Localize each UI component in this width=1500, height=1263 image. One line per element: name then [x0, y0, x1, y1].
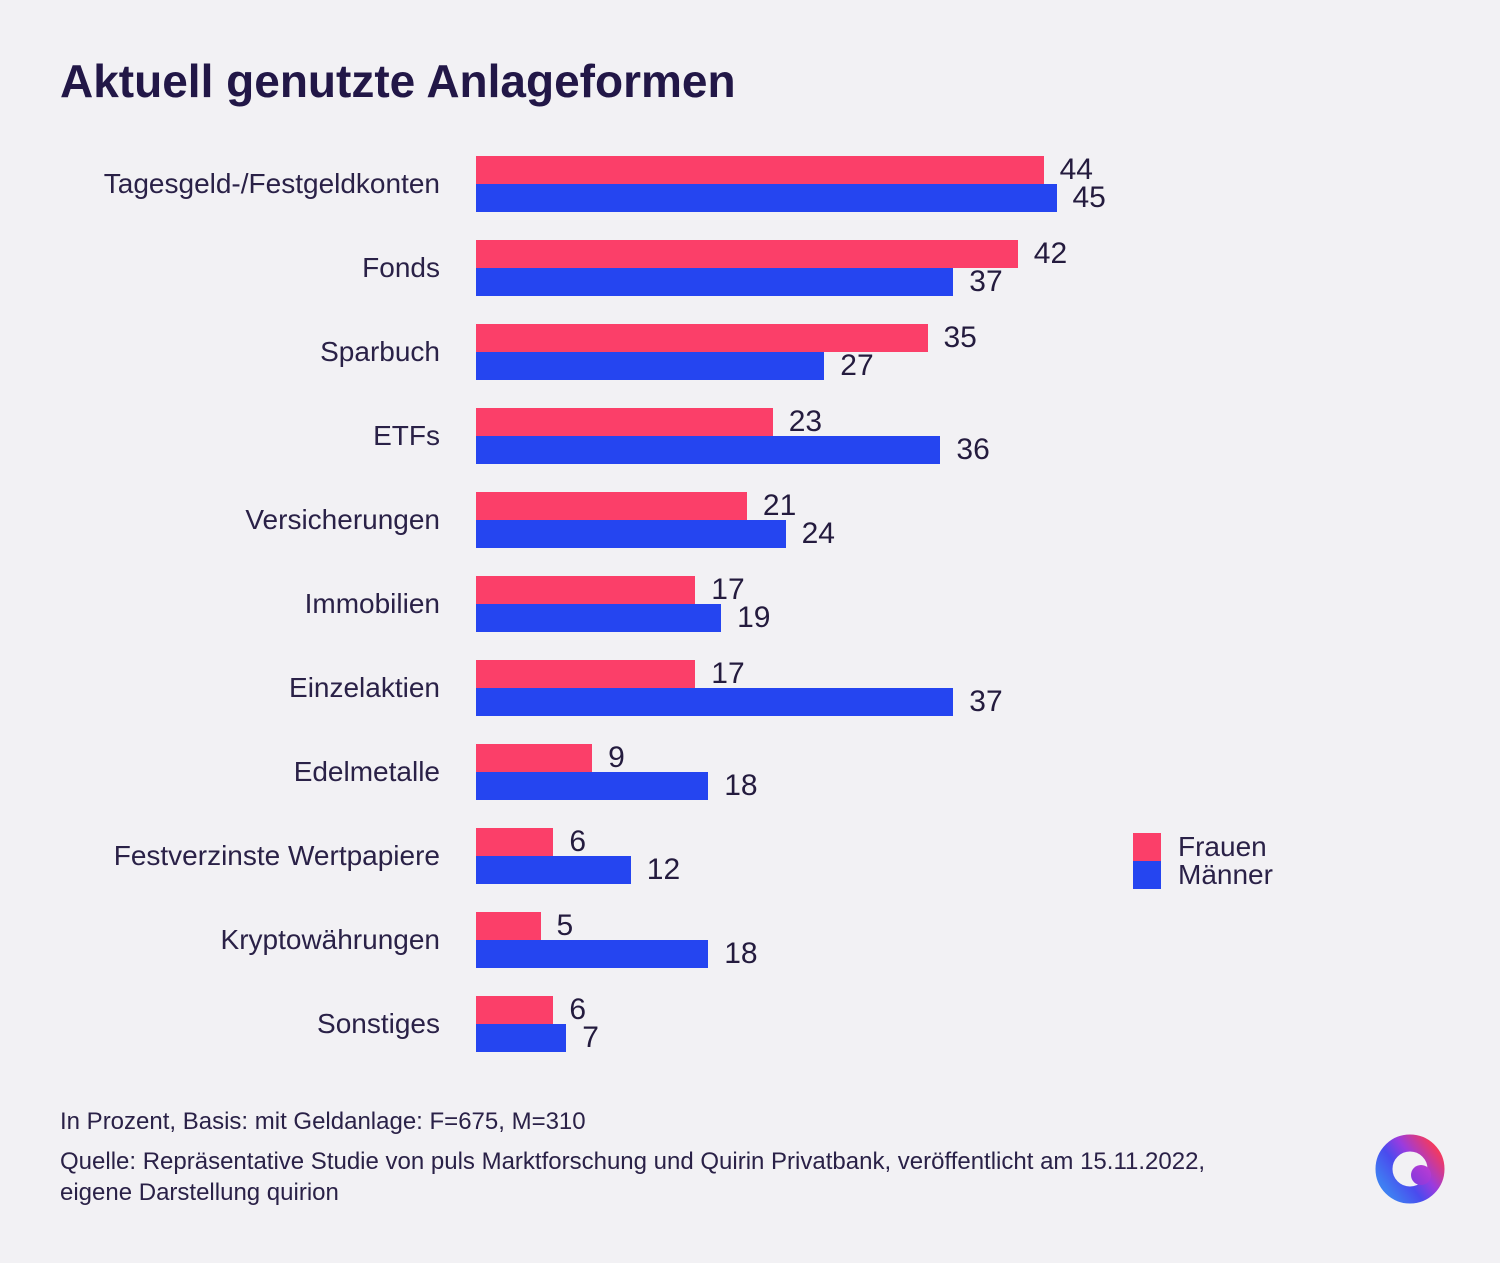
- bar-maenner: [476, 184, 1057, 212]
- source-line-2: eigene Darstellung quirion: [60, 1179, 339, 1206]
- bar-frauen: [476, 744, 593, 772]
- value-label-maenner: 7: [582, 1021, 599, 1054]
- chart-row: Sparbuch 35 27: [60, 321, 1106, 382]
- bar-maenner: [476, 772, 709, 800]
- chart-row: Immobilien 17 19: [60, 573, 1106, 634]
- page-title: Aktuell genutzte Anlageformen: [60, 55, 736, 107]
- value-label-frauen: 42: [1033, 237, 1068, 270]
- category-label: Fonds: [362, 252, 440, 283]
- legend: Frauen Männer: [1133, 833, 1273, 889]
- value-label-frauen: 35: [943, 321, 977, 354]
- category-label: Einzelaktien: [289, 672, 440, 703]
- category-label: Edelmetalle: [293, 756, 440, 787]
- category-label: Festverzinste Wertpapiere: [113, 840, 440, 871]
- legend-label-frauen: Frauen: [1178, 831, 1267, 862]
- category-label: Immobilien: [304, 588, 440, 619]
- chart-row: Edelmetalle 9 18: [60, 741, 1106, 802]
- chart-row: Sonstiges 6 7: [60, 993, 1106, 1054]
- value-label-maenner: 12: [646, 853, 681, 886]
- chart-row: Festverzinste Wertpapiere 6 12: [60, 825, 1106, 886]
- bar-maenner: [476, 604, 722, 632]
- bar-maenner: [476, 268, 954, 296]
- value-label-maenner: 27: [840, 349, 874, 382]
- source-note: Quelle: Repräsentative Studie von puls M…: [60, 1146, 1205, 1208]
- bar-frauen: [476, 576, 696, 604]
- value-label-frauen: 6: [569, 825, 587, 858]
- value-label-maenner: 18: [724, 769, 758, 802]
- value-label-maenner: 18: [724, 937, 758, 970]
- bar-maenner: [476, 436, 941, 464]
- source-line-1: Quelle: Repräsentative Studie von puls M…: [60, 1148, 1206, 1175]
- category-label: Sonstiges: [317, 1008, 440, 1039]
- value-label-maenner: 36: [956, 433, 990, 466]
- value-label-frauen: 6: [569, 993, 587, 1026]
- value-label-frauen: 21: [762, 489, 797, 522]
- value-label-frauen: 44: [1059, 153, 1093, 186]
- legend-item-frauen: Frauen: [1133, 833, 1273, 861]
- maenner-swatch: [1133, 861, 1161, 889]
- bar-frauen: [476, 912, 541, 940]
- category-label: Kryptowährungen: [220, 924, 440, 955]
- bar-frauen: [476, 408, 773, 436]
- chart-row: Fonds 42 37: [60, 237, 1106, 298]
- bar-frauen: [476, 324, 928, 352]
- bar-frauen: [476, 828, 554, 856]
- logo-ring: [1375, 1134, 1445, 1204]
- legend-item-maenner: Männer: [1133, 861, 1273, 889]
- bar-maenner: [476, 940, 709, 968]
- chart-row: Versicherungen 21 24: [60, 489, 1106, 550]
- category-label: Versicherungen: [245, 504, 440, 535]
- value-label-frauen: 9: [608, 741, 625, 774]
- value-label-frauen: 17: [711, 573, 745, 606]
- chart-row: Tagesgeld-/Festgeldkonten 44 45: [60, 153, 1106, 214]
- value-label-maenner: 37: [969, 265, 1003, 298]
- value-label-maenner: 19: [737, 601, 771, 634]
- bar-chart: Tagesgeld-/Festgeldkonten 44 45 Fonds 42 37 Sp…: [60, 153, 1106, 1080]
- bar-frauen: [476, 492, 747, 520]
- bar-maenner: [476, 520, 786, 548]
- value-label-maenner: 45: [1072, 181, 1106, 214]
- category-label: Tagesgeld-/Festgeldkonten: [103, 168, 440, 199]
- bar-frauen: [476, 660, 696, 688]
- value-label-maenner: 37: [969, 685, 1003, 718]
- basis-note: In Prozent, Basis: mit Geldanlage: F=675…: [60, 1108, 586, 1135]
- value-label-maenner: 24: [801, 517, 835, 550]
- chart-row: Einzelaktien 17 37: [60, 657, 1106, 718]
- quirion-logo: [1375, 1134, 1445, 1204]
- category-label: Sparbuch: [320, 336, 440, 367]
- bar-maenner: [476, 1024, 567, 1052]
- bar-maenner: [476, 688, 954, 716]
- bar-maenner: [476, 856, 631, 884]
- bar-frauen: [476, 156, 1044, 184]
- legend-label-maenner: Männer: [1178, 859, 1273, 890]
- category-label: ETFs: [373, 420, 440, 451]
- value-label-frauen: 17: [711, 657, 745, 690]
- bar-frauen: [476, 996, 554, 1024]
- value-label-frauen: 23: [788, 405, 823, 438]
- value-label-frauen: 5: [556, 909, 574, 942]
- chart-row: Kryptowährungen 5 18: [60, 909, 1106, 970]
- bar-frauen: [476, 240, 1018, 268]
- frauen-swatch: [1133, 833, 1161, 861]
- bar-maenner: [476, 352, 825, 380]
- logo-blob: [1411, 1165, 1431, 1185]
- chart-row: ETFs 23 36: [60, 405, 1106, 466]
